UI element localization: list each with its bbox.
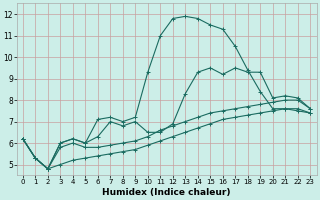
X-axis label: Humidex (Indice chaleur): Humidex (Indice chaleur) xyxy=(102,188,231,197)
